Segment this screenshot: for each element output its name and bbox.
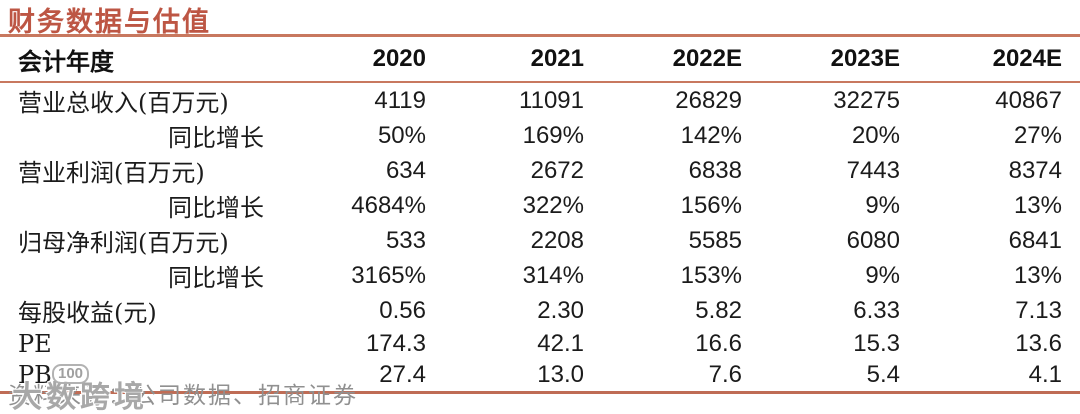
- row-label: 同比增长: [168, 124, 264, 152]
- cell-value: 169%: [522, 121, 584, 149]
- page-title: 财务数据与估值: [8, 7, 211, 38]
- header-fiscal-year: 会计年度: [0, 35, 268, 83]
- cell-value: 174.3: [365, 329, 426, 357]
- cell-value: 5585: [688, 226, 742, 254]
- header-year-2021: 2021: [426, 35, 584, 83]
- cell-value: 153%: [680, 261, 742, 289]
- table-row-net-profit: 归母净利润(百万元) 533 2208 5585 6080 6841: [0, 223, 1080, 258]
- cell-value: 322%: [522, 191, 584, 219]
- table-row-operating-profit: 营业利润(百万元) 634 2672 6838 7443 8374: [0, 153, 1080, 188]
- cell-value: 20%: [851, 121, 900, 149]
- cell-value: 9%: [865, 261, 900, 289]
- cell-value: 15.3: [853, 329, 900, 357]
- cell-value: 42.1: [537, 329, 584, 357]
- cell-value: 7443: [846, 156, 900, 184]
- table-row-revenue-yoy-growth: 同比增长 50% 169% 142% 20% 27%: [0, 118, 1080, 153]
- cell-value: 11091: [519, 86, 584, 114]
- cell-value: 6080: [846, 226, 900, 254]
- cell-value: 2672: [530, 156, 584, 184]
- row-label: 营业总收入(百万元): [18, 89, 229, 117]
- cell-value: 50%: [377, 121, 426, 149]
- cell-value: 32275: [833, 86, 900, 114]
- cell-value: 0.56: [379, 296, 426, 324]
- cell-value: 7.13: [1015, 296, 1062, 324]
- table-row-operating-profit-yoy-growth: 同比增长 4684% 322% 156% 9% 13%: [0, 188, 1080, 223]
- cell-value: 26829: [675, 86, 742, 114]
- cell-value: 13.0: [537, 361, 584, 389]
- cell-value: 7.6: [708, 361, 742, 389]
- cell-value: 2.30: [537, 296, 584, 324]
- source-note: 资料来源：公司数据、招商证券: [8, 383, 358, 409]
- cell-value: 314%: [522, 261, 584, 289]
- financial-data-table: 会计年度 2020 2021 2022E 2023E 2024E 营业总收入(百…: [0, 34, 1080, 394]
- cell-value: 5.82: [695, 296, 742, 324]
- row-label: 同比增长: [168, 194, 264, 222]
- row-label: 同比增长: [168, 264, 264, 292]
- cell-value: 27%: [1013, 121, 1062, 149]
- cell-value: 4684%: [351, 191, 426, 219]
- cell-value: 2208: [530, 226, 584, 254]
- header-year-2020: 2020: [268, 35, 426, 83]
- cell-value: 4119: [374, 86, 426, 114]
- header-year-2023e: 2023E: [742, 35, 900, 83]
- header-year-2022e: 2022E: [584, 35, 742, 83]
- cell-value: 16.6: [695, 329, 742, 357]
- table-row-net-profit-yoy-growth: 同比增长 3165% 314% 153% 9% 13%: [0, 258, 1080, 293]
- cell-value: 533: [385, 226, 426, 254]
- cell-value: 40867: [995, 86, 1062, 114]
- cell-value: 3165%: [351, 261, 426, 289]
- cell-value: 5.4: [866, 361, 900, 389]
- table-row-eps: 每股收益(元) 0.56 2.30 5.82 6.33 7.13: [0, 293, 1080, 328]
- cell-value: 634: [385, 156, 426, 184]
- row-label: PB: [18, 361, 52, 390]
- table-row-total-revenue: 营业总收入(百万元) 4119 11091 26829 32275 40867: [0, 82, 1080, 118]
- cell-value: 6841: [1008, 226, 1062, 254]
- cell-value: 6838: [688, 156, 742, 184]
- row-label: 营业利润(百万元): [18, 159, 205, 187]
- cell-value: 27.4: [379, 361, 426, 389]
- row-label: 归母净利润(百万元): [18, 229, 229, 257]
- table-row-pb: PB 27.4 13.0 7.6 5.4 4.1: [0, 360, 1080, 393]
- cell-value: 13%: [1013, 191, 1062, 219]
- cell-value: 6.33: [853, 296, 900, 324]
- cell-value: 142%: [680, 121, 742, 149]
- cell-value: 9%: [865, 191, 900, 219]
- table-header-row: 会计年度 2020 2021 2022E 2023E 2024E: [0, 35, 1080, 83]
- cell-value: 13%: [1013, 261, 1062, 289]
- row-label: 每股收益(元): [18, 299, 157, 327]
- row-label: PE: [18, 329, 52, 358]
- table-row-pe: PE 174.3 42.1 16.6 15.3 13.6: [0, 328, 1080, 360]
- cell-value: 8374: [1008, 156, 1062, 184]
- cell-value: 156%: [680, 191, 742, 219]
- cell-value: 13.6: [1015, 329, 1062, 357]
- header-year-2024e: 2024E: [900, 35, 1080, 83]
- cell-value: 4.1: [1028, 361, 1062, 389]
